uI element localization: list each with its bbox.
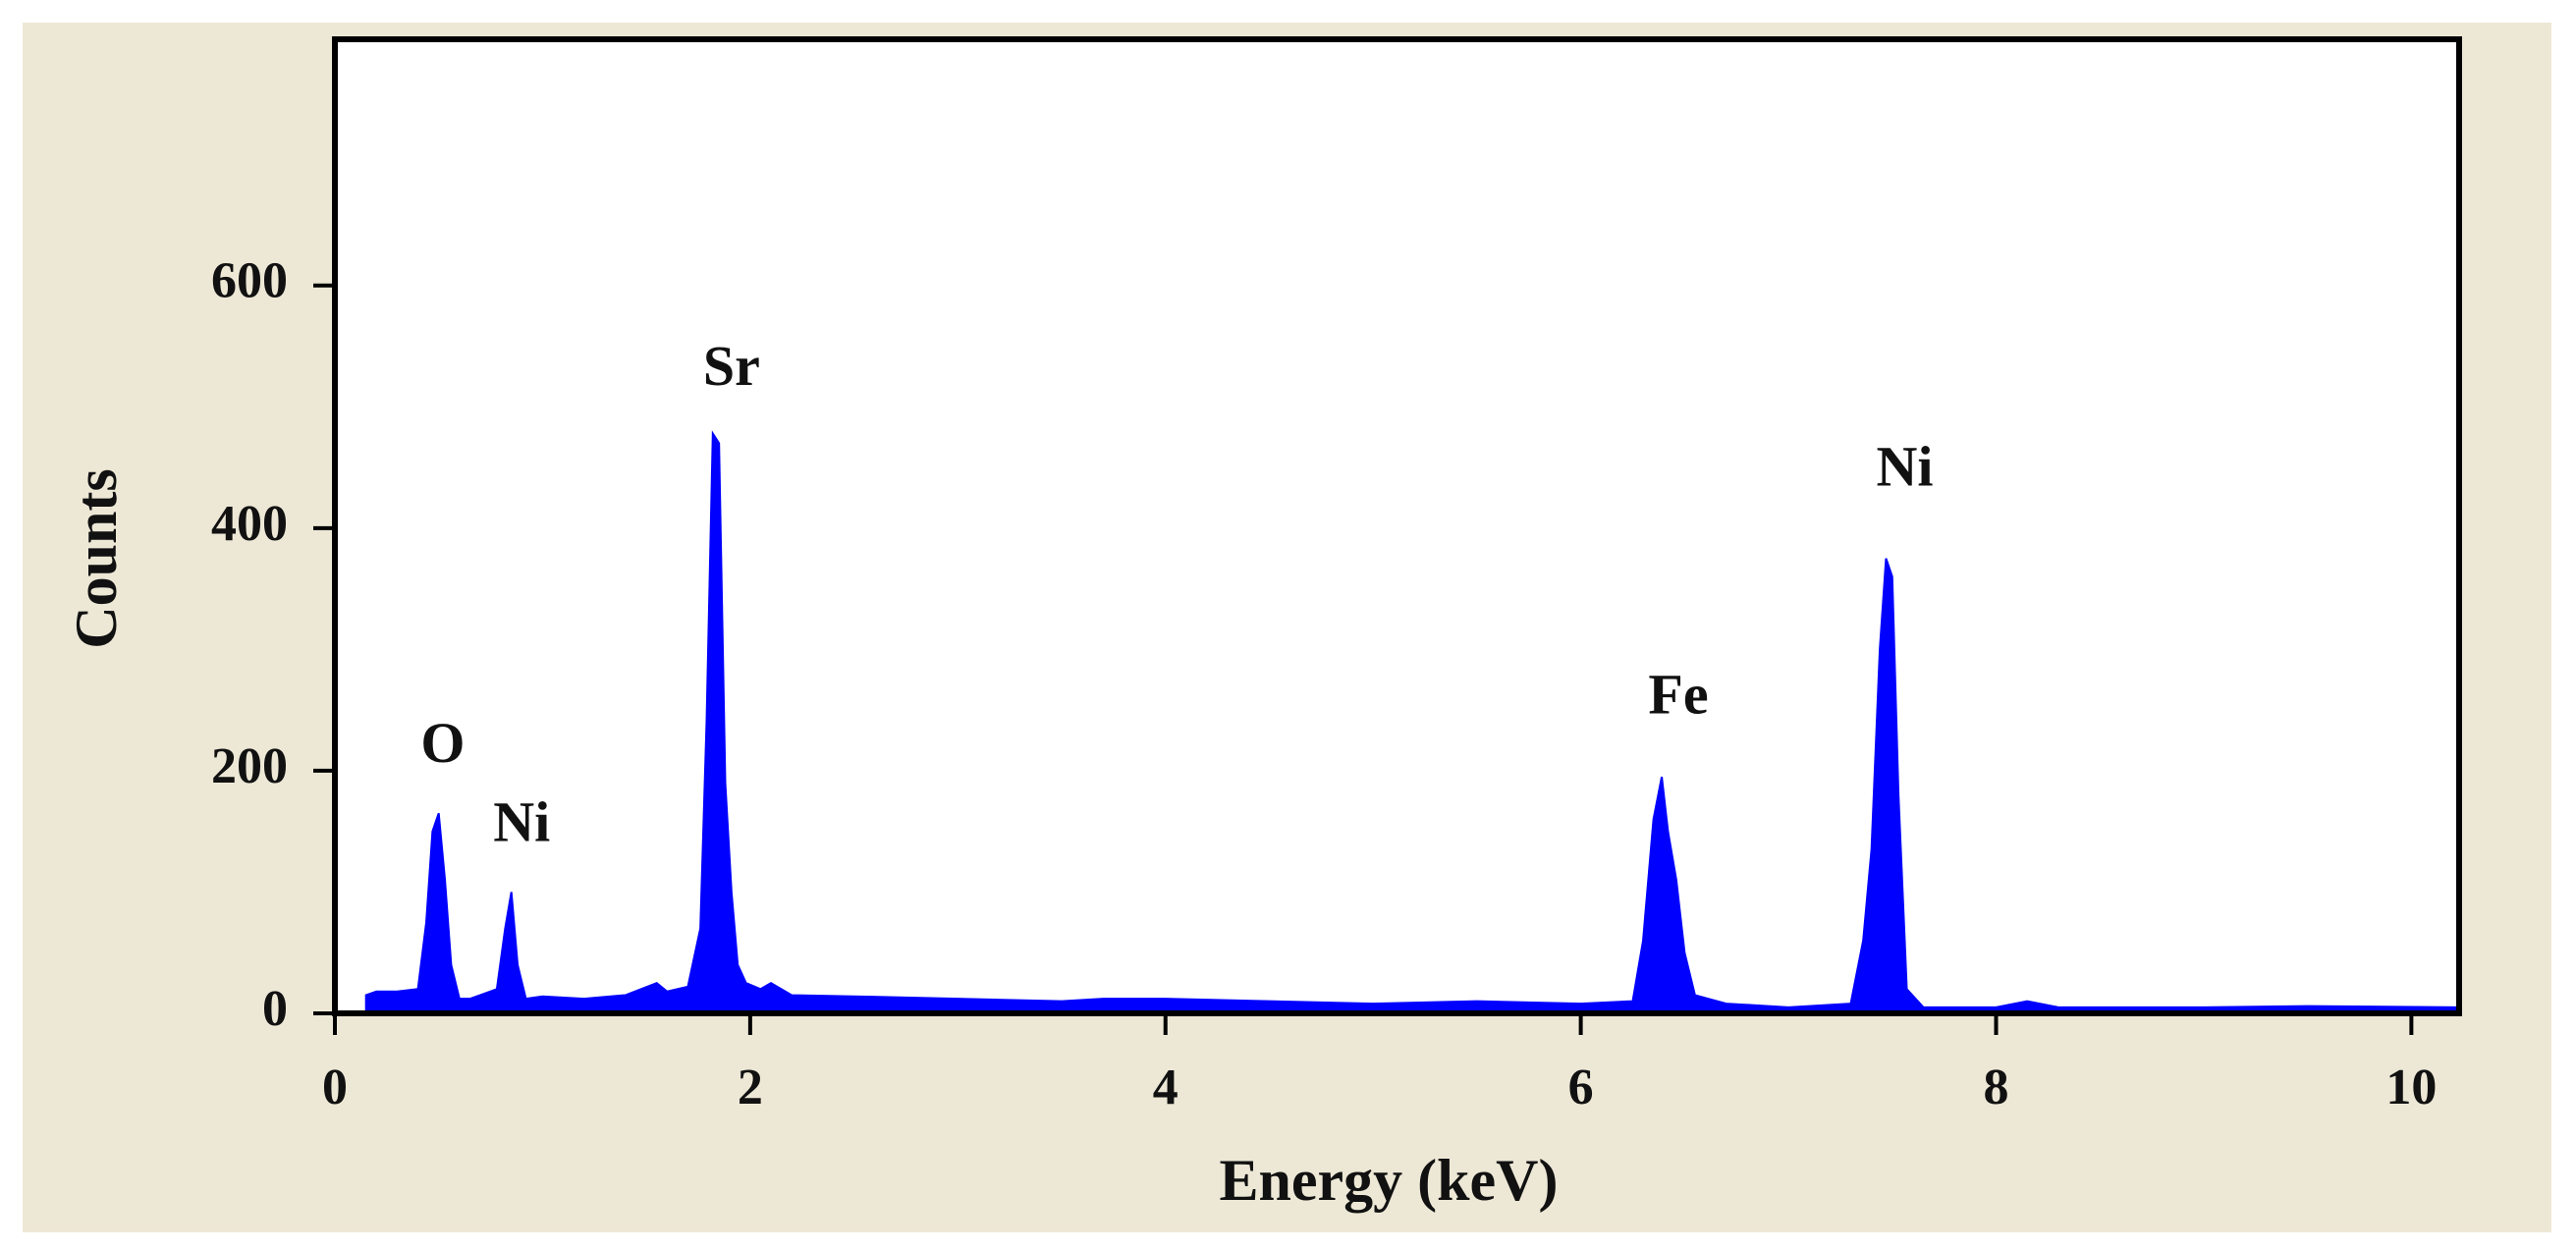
y-axis-title: Counts: [64, 468, 129, 648]
y-tick-label: 400: [211, 496, 288, 552]
plot-marks: [364, 430, 2460, 1014]
x-tick-label: 6: [1568, 1060, 1594, 1115]
x-axis-title: Energy (keV): [1220, 1148, 1559, 1213]
peak-label: Ni: [1876, 434, 1933, 498]
y-tick-label: 0: [262, 981, 288, 1037]
x-tick-label: 10: [2385, 1060, 2437, 1115]
spectrum: [364, 430, 2460, 1014]
x-tick-label: 2: [738, 1060, 763, 1115]
x-tick-label: 4: [1153, 1060, 1178, 1115]
peak-label: Ni: [493, 789, 550, 853]
x-tick-label: 0: [322, 1060, 348, 1115]
peak-label: Sr: [703, 334, 760, 398]
peak-label: Fe: [1648, 663, 1708, 727]
x-tick-label: 8: [1983, 1060, 2008, 1115]
y-tick-label: 200: [211, 738, 288, 794]
peak-label: O: [420, 711, 465, 775]
plot-background: [335, 39, 2459, 1013]
y-tick-label: 600: [211, 253, 288, 309]
